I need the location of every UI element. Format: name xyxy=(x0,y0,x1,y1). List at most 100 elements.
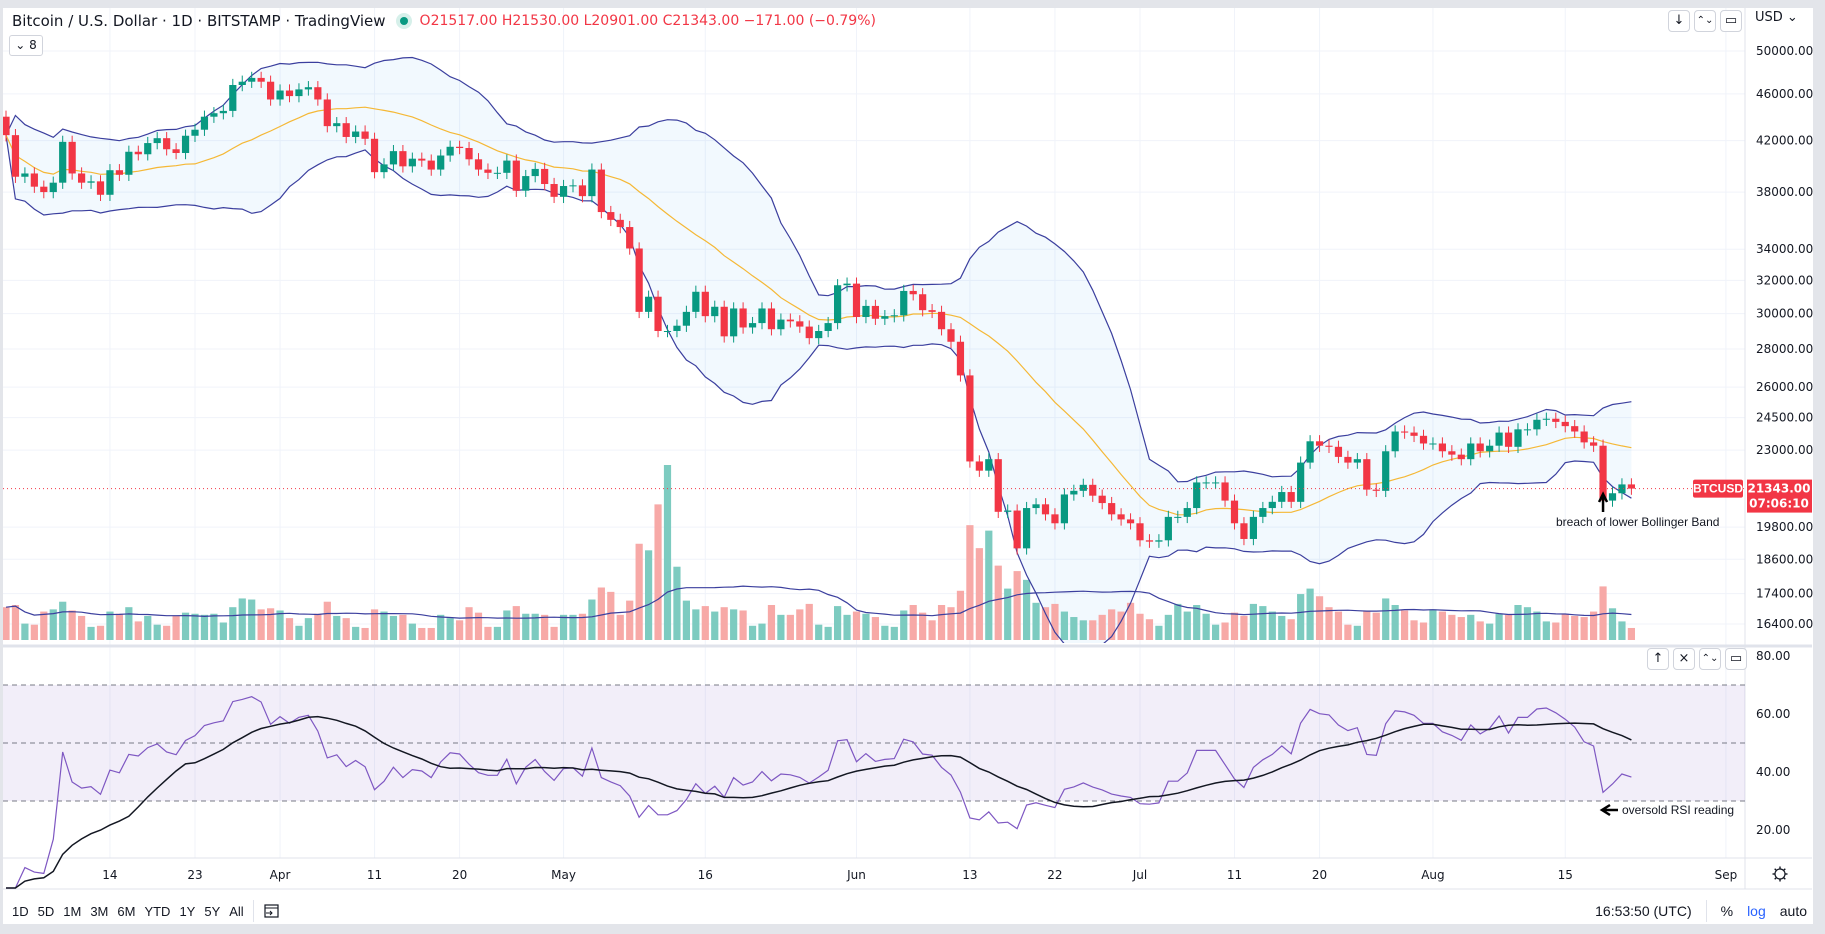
candle-body xyxy=(626,227,634,249)
range-all[interactable]: All xyxy=(229,903,244,919)
volume-bar xyxy=(1391,605,1399,640)
volume-bar xyxy=(597,587,605,640)
volume-bar xyxy=(493,626,501,640)
indicators-collapse-button[interactable]: ⌄ 8 xyxy=(9,35,43,56)
volume-bar xyxy=(588,599,596,640)
volume-bar xyxy=(663,465,672,640)
volume-bar xyxy=(994,565,1002,640)
candle-body xyxy=(1079,484,1087,491)
maximize-rsi-pane-button[interactable]: ▭ xyxy=(1725,648,1747,670)
candle-body xyxy=(1514,429,1522,447)
volume-bar xyxy=(701,606,709,640)
candle-body xyxy=(834,285,842,324)
range-5y[interactable]: 5Y xyxy=(204,903,221,919)
candle-body xyxy=(569,185,577,187)
range-1m[interactable]: 1M xyxy=(63,903,82,919)
symbol-title[interactable]: Bitcoin / U.S. Dollar · 1D · BITSTAMP · … xyxy=(12,12,386,30)
candle-body xyxy=(1590,442,1598,446)
move-pane-up-button[interactable]: ↑ xyxy=(1647,648,1669,670)
candle-body xyxy=(21,173,29,177)
utc-clock[interactable]: 16:53:50 (UTC) xyxy=(1595,903,1692,919)
price-tick-label: 28000.00 xyxy=(1756,342,1813,356)
candle-body xyxy=(767,308,776,330)
time-tick-label: Sep xyxy=(1715,868,1738,882)
candle-body xyxy=(673,325,681,332)
go-to-date-calendar-icon[interactable] xyxy=(263,902,281,920)
candle-body xyxy=(1306,441,1314,463)
volume-bar xyxy=(692,609,700,640)
log-scale-toggle[interactable]: log xyxy=(1747,903,1766,919)
volume-bar xyxy=(1627,627,1635,640)
candle-body xyxy=(512,160,520,191)
volume-bar xyxy=(1259,606,1267,640)
currency-selector[interactable]: USD ⌄ xyxy=(1755,10,1798,25)
candle-body xyxy=(1448,451,1456,455)
candle-body xyxy=(295,89,303,97)
volume-bar xyxy=(1429,609,1437,640)
candle-body xyxy=(635,248,643,312)
volume-bar xyxy=(550,626,558,640)
settings-gear-icon[interactable] xyxy=(1772,866,1788,882)
collapse-pane-button[interactable]: ⌃⌄ xyxy=(1694,10,1716,32)
candle-body xyxy=(730,308,738,337)
candle-body xyxy=(11,135,20,177)
volume-bar xyxy=(1145,619,1154,640)
candle-body xyxy=(342,123,350,137)
candle-body xyxy=(1041,504,1050,515)
volume-bar xyxy=(1089,620,1097,640)
candle-body xyxy=(1098,495,1106,504)
volume-bar xyxy=(1164,614,1172,640)
auto-scale-toggle[interactable]: auto xyxy=(1779,903,1807,919)
maximize-pane-button[interactable]: ▭ xyxy=(1720,10,1742,32)
candle-body xyxy=(1060,494,1068,524)
range-5d[interactable]: 5D xyxy=(37,903,55,919)
candle-body xyxy=(881,316,889,319)
range-1y[interactable]: 1Y xyxy=(179,903,196,919)
time-tick-label: 11 xyxy=(1227,868,1242,882)
volume-bar xyxy=(871,617,879,640)
volume-bar xyxy=(607,591,615,640)
bollinger-lower-line xyxy=(5,135,1632,643)
volume-bar xyxy=(843,614,851,640)
bollinger-upper-line xyxy=(5,56,1632,483)
candle-body xyxy=(1202,482,1210,484)
candle-body xyxy=(1249,516,1257,539)
scale-toolbar: 16:53:50 (UTC) % log auto xyxy=(1595,900,1807,922)
candle-body xyxy=(578,185,587,197)
candle-body xyxy=(49,182,57,193)
candle-body xyxy=(692,291,700,312)
candle-body xyxy=(1382,451,1390,491)
gear-ring xyxy=(1774,868,1786,880)
volume-bar xyxy=(1268,611,1276,640)
candle-body xyxy=(1221,482,1229,501)
percent-scale-toggle[interactable]: % xyxy=(1720,903,1734,919)
volume-bar xyxy=(1240,615,1248,640)
range-6m[interactable]: 6M xyxy=(117,903,136,919)
volume-bar xyxy=(1117,611,1125,640)
range-3m[interactable]: 3M xyxy=(90,903,109,919)
volume-bar xyxy=(1013,571,1021,640)
candle-body xyxy=(163,138,171,150)
move-pane-down-button[interactable]: ↓ xyxy=(1668,10,1690,32)
volume-bar xyxy=(748,625,757,640)
candle-body xyxy=(1401,431,1409,433)
volume-bar xyxy=(1410,620,1418,640)
volume-bar xyxy=(626,600,634,640)
volume-bar xyxy=(11,605,20,640)
candle-body xyxy=(87,181,95,183)
candle-body xyxy=(900,290,908,316)
volume-bar xyxy=(257,609,265,640)
volume-bar xyxy=(115,613,123,640)
ohlc-values: O21517.00 H21530.00 L20901.00 C21343.00 … xyxy=(419,13,876,29)
gear-tooth xyxy=(1774,877,1777,880)
collapse-rsi-pane-button[interactable]: ⌃⌄ xyxy=(1699,648,1721,670)
close-pane-button[interactable]: × xyxy=(1673,648,1695,670)
volume-bar xyxy=(1108,609,1116,640)
volume-bar xyxy=(285,618,294,640)
candle-body xyxy=(503,160,511,173)
candle-body xyxy=(399,151,407,167)
volume-bar xyxy=(654,504,662,640)
range-1d[interactable]: 1D xyxy=(12,903,29,919)
range-ytd[interactable]: YTD xyxy=(144,903,171,919)
